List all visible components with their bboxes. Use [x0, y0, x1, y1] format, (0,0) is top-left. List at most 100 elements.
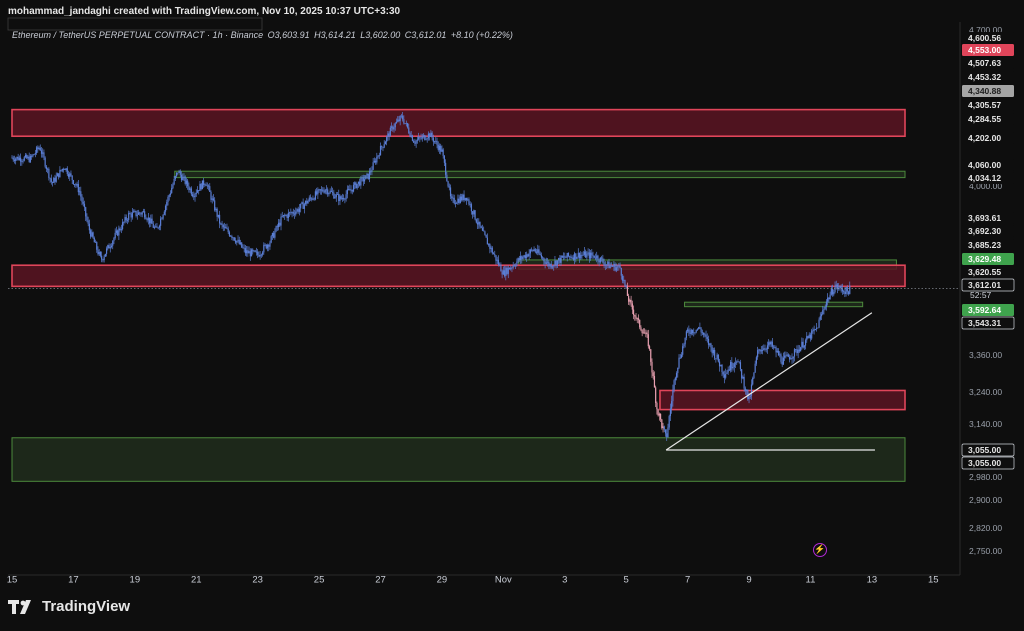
candle-body — [558, 257, 560, 261]
candle-body — [51, 182, 54, 183]
candle-body — [771, 341, 773, 347]
candle-body — [419, 137, 421, 138]
candle-body — [345, 194, 347, 199]
candle-body — [141, 212, 143, 215]
supply-zone[interactable] — [11, 264, 906, 288]
candle-body — [185, 180, 188, 184]
candle-body — [383, 144, 385, 148]
candle-body — [273, 232, 275, 238]
candle-body — [388, 133, 390, 137]
candle-body — [218, 214, 221, 224]
demand-zone[interactable] — [174, 170, 906, 179]
candle-body — [104, 253, 106, 257]
price-label: 3,692.30 — [968, 226, 1001, 236]
price-label: 3,685.23 — [968, 240, 1001, 250]
price-label-bg — [962, 225, 1014, 237]
supply-zone[interactable] — [11, 108, 906, 138]
candle-body — [325, 189, 328, 191]
candle-body — [716, 354, 718, 359]
candle-body — [430, 132, 432, 137]
candle-body — [830, 288, 832, 295]
candle-body — [601, 257, 603, 259]
candle-body — [151, 218, 153, 224]
candle-body — [788, 356, 791, 360]
candle-body — [135, 210, 137, 216]
candle-body — [528, 253, 530, 257]
candle-body — [211, 198, 213, 200]
symbol-name: Ethereum / TetherUS PERPETUAL CONTRACT ·… — [12, 30, 264, 40]
candle-body — [684, 337, 686, 345]
candle-body — [540, 254, 543, 258]
candle-body — [137, 212, 140, 215]
candle-body — [588, 252, 590, 259]
candle-body — [313, 198, 315, 200]
candle-body — [535, 251, 538, 253]
candle-body — [78, 191, 81, 193]
candle-body — [472, 211, 474, 215]
candle-body — [743, 376, 745, 389]
candle-body — [61, 168, 63, 171]
candle-body — [225, 226, 227, 229]
candle-body — [551, 266, 554, 268]
candle-body — [587, 252, 589, 254]
candle-body — [131, 212, 133, 218]
candle-body — [451, 196, 453, 199]
candle-body — [734, 362, 737, 364]
candle-body — [565, 257, 567, 259]
price-label: 4,060.00 — [968, 160, 1001, 170]
candle-body — [183, 176, 185, 178]
candle-body — [474, 210, 476, 220]
candle-body — [255, 251, 258, 253]
candle-body — [585, 251, 587, 258]
candle-body — [117, 230, 119, 236]
candle-body — [238, 239, 240, 245]
price-label: 4,202.00 — [968, 133, 1001, 143]
trendline[interactable] — [665, 312, 873, 451]
candle-body — [349, 189, 351, 191]
candle-body — [739, 362, 742, 370]
candle-body — [284, 215, 286, 216]
candle-body — [92, 232, 94, 238]
candle-body — [264, 244, 266, 246]
candle-body — [648, 346, 651, 350]
candle-body — [351, 189, 353, 192]
candle-body — [502, 270, 504, 275]
candle-body — [387, 133, 389, 137]
time-tick-label: 19 — [130, 574, 141, 585]
candle-body — [702, 332, 705, 335]
candle-body — [91, 232, 93, 237]
candle-body — [710, 343, 712, 348]
price-tick-label: 2,900.00 — [969, 495, 1002, 505]
demand-zone[interactable] — [11, 437, 906, 482]
candle-body — [596, 255, 598, 259]
candle-body — [635, 316, 637, 319]
candle-body — [539, 253, 541, 255]
candle-body — [485, 234, 487, 238]
candle-body — [819, 316, 821, 320]
candle-body — [421, 136, 423, 139]
time-tick-label: 5 — [624, 574, 629, 585]
candle-body — [570, 256, 572, 259]
candle-body — [150, 218, 152, 224]
candle-body — [269, 242, 271, 247]
candle-body — [362, 177, 364, 182]
candle-body — [744, 388, 746, 391]
price-label-bg — [962, 99, 1014, 111]
candle-body — [365, 175, 367, 180]
candle-body — [813, 329, 815, 332]
candle-body — [829, 294, 831, 300]
candle-body — [773, 346, 775, 348]
candle-body — [101, 255, 103, 260]
lightning-icon[interactable]: ⚡ — [813, 543, 827, 557]
symbol-legend[interactable]: Ethereum / TetherUS PERPETUAL CONTRACT ·… — [12, 30, 515, 40]
demand-zone[interactable] — [684, 301, 864, 308]
candle-body — [522, 257, 524, 259]
candle-body — [98, 251, 100, 255]
legend-frame — [7, 17, 263, 31]
candle-body — [191, 194, 194, 197]
supply-zone[interactable] — [659, 389, 906, 411]
candle-body — [398, 119, 400, 122]
candle-body — [285, 215, 287, 217]
brand-watermark[interactable]: TradingView — [8, 598, 130, 615]
